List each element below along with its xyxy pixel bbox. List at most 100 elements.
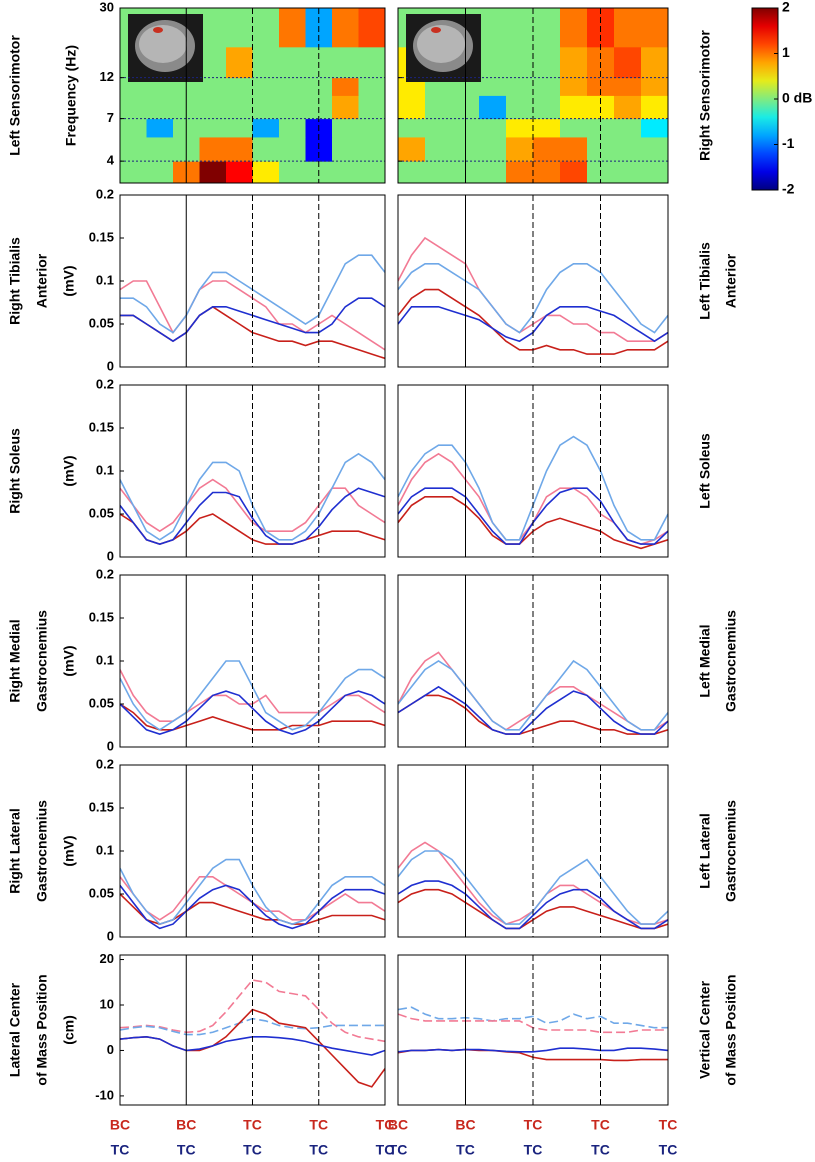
- spectrogram-cell: [641, 77, 668, 96]
- panel: 0 0.05 0.1 0.15 0.2 Right Tibialis Anterior (mV…: [7, 186, 386, 373]
- spectrogram-cell: [479, 161, 507, 183]
- series-line: [398, 880, 668, 930]
- spectrogram-cell: [199, 118, 227, 138]
- event-label: TC: [591, 1117, 610, 1133]
- y-tick-label: 7: [107, 110, 114, 125]
- spectrogram-cell: [506, 46, 534, 79]
- spectrogram-cell: [332, 8, 359, 48]
- panel-label: Left Medial: [697, 624, 713, 697]
- event-label: TC: [111, 1142, 130, 1158]
- panel-label: Right Tibialis: [7, 237, 23, 325]
- colorbar-tick-label: -1: [782, 135, 795, 151]
- spectrogram-cell: [425, 77, 453, 96]
- panel-label: Left Sensorimotor: [7, 35, 23, 156]
- spectrogram-cell: [120, 136, 147, 162]
- series-line: [120, 690, 385, 735]
- plot-area: [398, 8, 668, 183]
- series-line: [120, 979, 385, 1043]
- event-label: BC: [176, 1117, 196, 1133]
- panel: -10 0 10 20 Lateral Center of Mass Position (c…: [7, 951, 386, 1106]
- spectrogram-cell: [146, 136, 174, 162]
- event-label: TC: [376, 1142, 395, 1158]
- spectrogram-cell: [560, 136, 588, 162]
- spectrogram-cell: [252, 118, 280, 138]
- event-label: TC: [177, 1142, 196, 1158]
- panel-label: (mV): [61, 455, 77, 486]
- colorbar-tick-label: 2: [782, 0, 790, 15]
- spectrogram-cell: [332, 46, 359, 79]
- spectrogram-cell: [199, 77, 227, 96]
- colorbar: [751, 7, 779, 191]
- y-tick-label: 0.15: [89, 799, 114, 814]
- panel-label: (mV): [61, 835, 77, 866]
- spectrogram-cell: [614, 161, 642, 183]
- event-label: BC: [388, 1117, 408, 1133]
- plot-border: [397, 384, 669, 558]
- spectrogram-cell: [358, 95, 385, 120]
- panel: 4 7 12 30 Left Sensorimotor Frequency (Hz): [7, 0, 386, 184]
- spectrogram-cell: [226, 95, 253, 120]
- spectrogram-cell: [199, 136, 227, 162]
- spectrogram-cell: [560, 161, 588, 183]
- spectrogram-cell: [332, 95, 359, 120]
- event-label: TC: [659, 1142, 678, 1158]
- y-tick-label: 0.1: [96, 652, 114, 667]
- colorbar-tick-label: 0 dB: [782, 90, 812, 106]
- spectrogram-cell: [641, 95, 668, 120]
- spectrogram-cell: [533, 161, 561, 183]
- spectrogram-cell: [533, 46, 561, 79]
- y-tick-label: 0.1: [96, 842, 114, 857]
- spectrogram-cell: [506, 8, 534, 48]
- spectrogram-cell: [226, 46, 253, 79]
- spectrogram-cell: [252, 161, 280, 183]
- spectrogram-cell: [332, 136, 359, 162]
- panel: Left Tibialis Anterior: [397, 194, 739, 368]
- y-tick-label: 0: [107, 928, 114, 943]
- spectrogram-cell: [120, 118, 147, 138]
- event-label: TC: [309, 1117, 328, 1133]
- y-tick-label: 0: [107, 1042, 114, 1057]
- spectrogram-cell: [279, 8, 306, 48]
- spectrogram-cell: [479, 8, 507, 48]
- spectrogram-cell: [332, 118, 359, 138]
- y-tick-label: 20: [100, 951, 114, 966]
- y-tick-label: 0: [107, 548, 114, 563]
- y-tick-label: 4: [107, 153, 115, 168]
- spectrogram-cell: [226, 136, 253, 162]
- event-label: TC: [659, 1117, 678, 1133]
- event-label: TC: [591, 1142, 610, 1158]
- spectrogram-cell: [506, 136, 534, 162]
- event-label: TC: [389, 1142, 408, 1158]
- spectrogram-cell: [425, 136, 453, 162]
- spectrogram-cell: [398, 161, 426, 183]
- mri-inset: [153, 27, 163, 33]
- spectrogram-cell: [226, 8, 253, 48]
- spectrogram-cell: [560, 8, 588, 48]
- panel-label: Right Soleus: [7, 428, 23, 514]
- panel-label: Right Medial: [7, 619, 23, 702]
- spectrogram-cell: [398, 118, 426, 138]
- spectrogram-cell: [641, 118, 668, 138]
- y-axis-label: Frequency (Hz): [63, 45, 79, 146]
- panel-label: Gastrocnemius: [723, 800, 739, 902]
- plot-border: [119, 954, 386, 1106]
- y-tick-label: 0.15: [89, 229, 114, 244]
- spectrogram-cell: [120, 95, 147, 120]
- event-label: BC: [110, 1117, 130, 1133]
- panel-label: Lateral Center: [7, 982, 23, 1077]
- spectrogram-cell: [479, 46, 507, 79]
- spectrogram-cell: [614, 136, 642, 162]
- spectrogram-cell: [358, 161, 385, 183]
- spectrogram-cell: [226, 77, 253, 96]
- spectrogram-cell: [533, 95, 561, 120]
- spectrogram-cell: [506, 77, 534, 96]
- y-tick-label: 0.1: [96, 272, 114, 287]
- y-tick-label: 0.2: [96, 566, 114, 581]
- y-tick-label: 0: [107, 738, 114, 753]
- y-tick-label: 0: [107, 358, 114, 373]
- event-label: TC: [376, 1117, 395, 1133]
- panel: Left Medial Gastrocnemius: [397, 574, 739, 748]
- event-label: TC: [456, 1142, 475, 1158]
- panel-label: of Mass Position: [723, 974, 739, 1085]
